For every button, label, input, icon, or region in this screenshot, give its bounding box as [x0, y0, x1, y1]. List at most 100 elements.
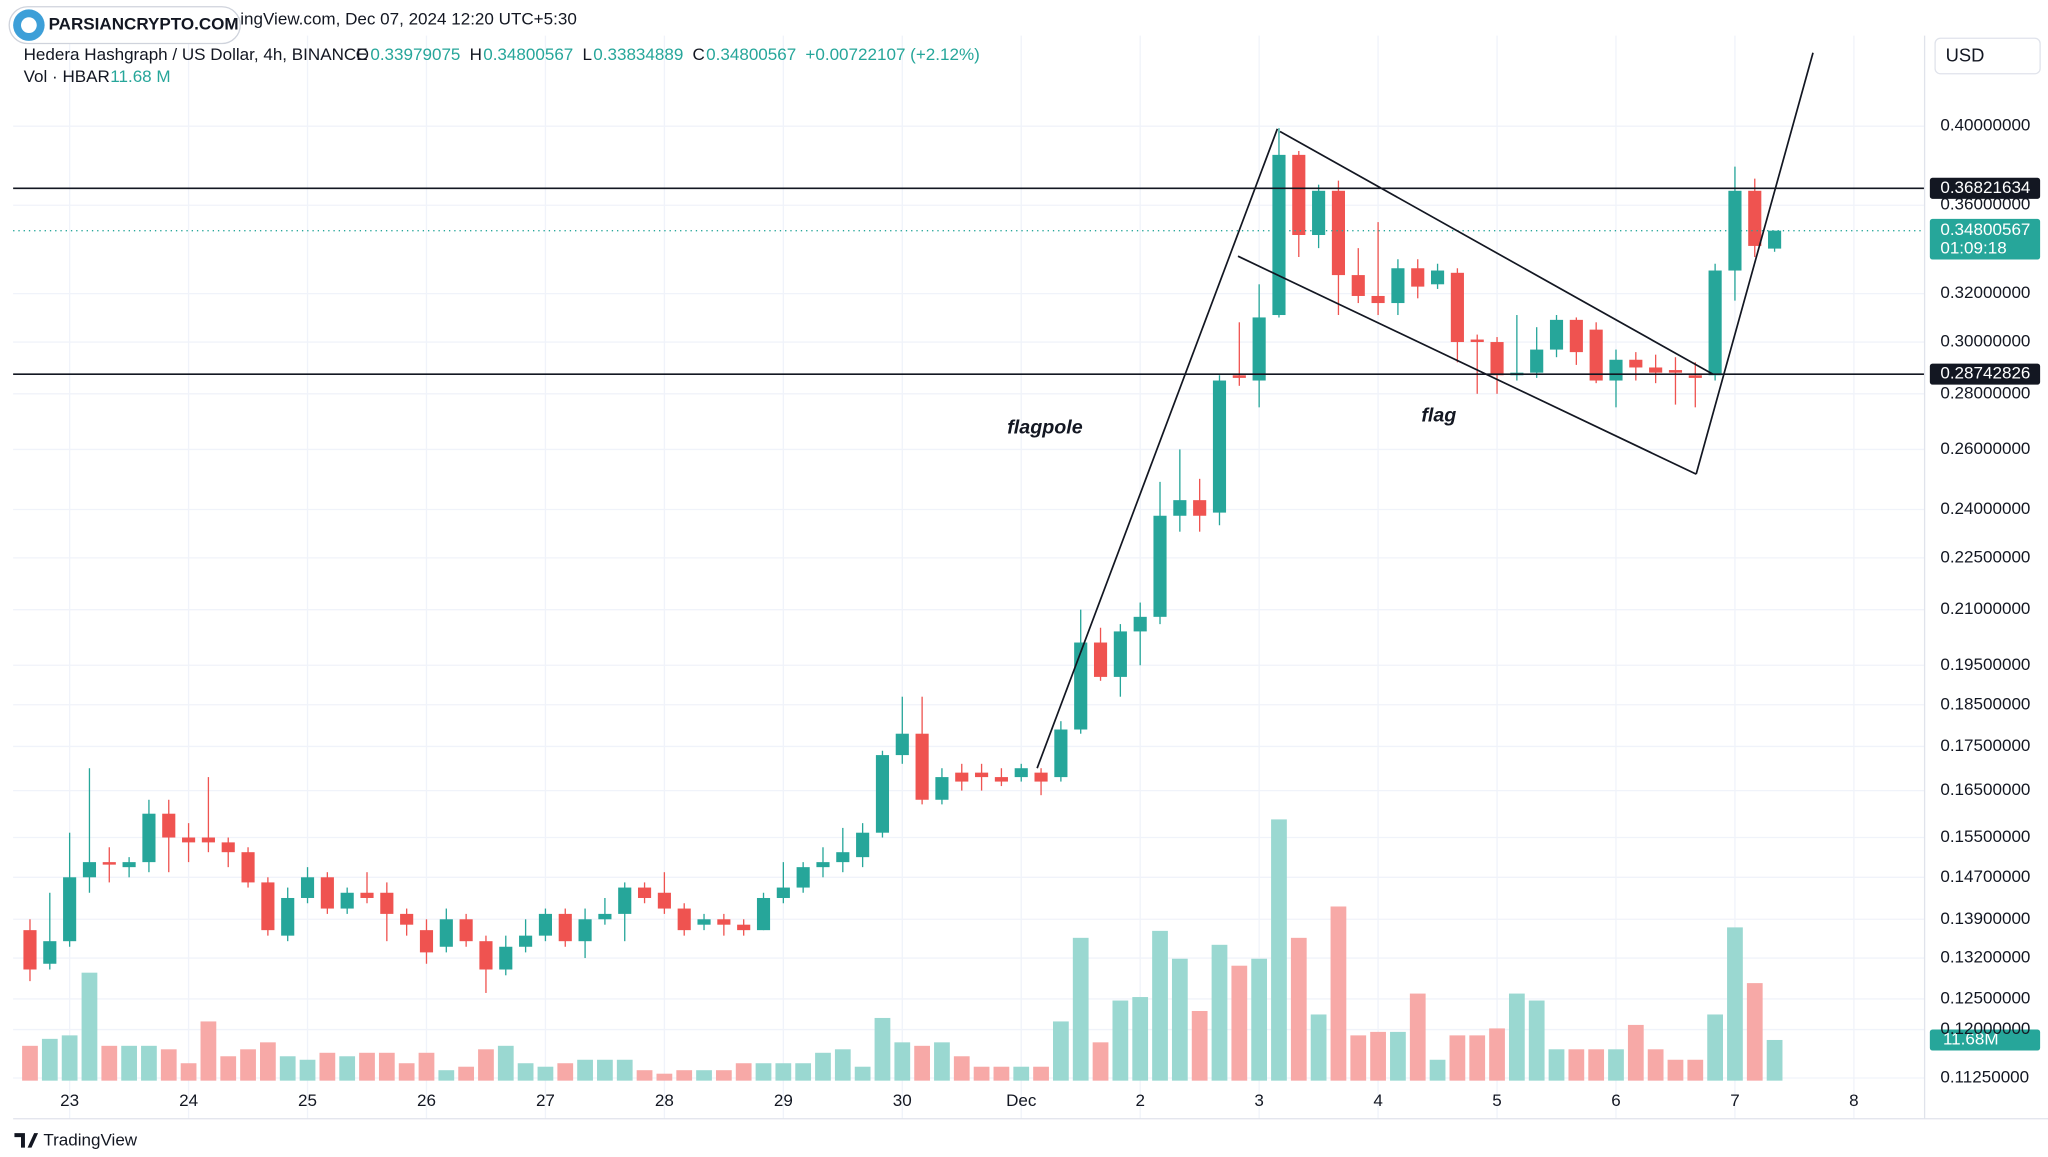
volume-bar [1588, 1049, 1605, 1081]
candle-body [1411, 268, 1425, 287]
volume-bar [41, 1038, 58, 1081]
candle-body [1292, 154, 1306, 236]
candle-layer [23, 128, 1782, 993]
candle-body [419, 930, 434, 953]
candle-body [717, 919, 731, 925]
x-tick-label: 29 [774, 1091, 793, 1110]
candle-body [1431, 270, 1445, 285]
volume-bar [458, 1066, 475, 1081]
candle-body [1113, 631, 1127, 677]
candle-body [1034, 772, 1048, 782]
volume-bar [319, 1052, 336, 1081]
x-tick-label: Dec [1006, 1091, 1037, 1110]
candle-body [737, 924, 751, 931]
volume-bar [1568, 1049, 1585, 1081]
ohlc-legend: O 0.33979075 H 0.34800567 L 0.33834889 C 0.3480… [356, 45, 980, 64]
volume-bar [1152, 930, 1168, 1081]
y-tick-label: 0.19500000 [1940, 655, 2030, 674]
candle-body [1153, 515, 1167, 617]
volume-bar [101, 1045, 118, 1081]
candle-body [875, 755, 890, 833]
y-tick-label: 0.28000000 [1940, 383, 2030, 402]
x-tick-label: 3 [1254, 1091, 1263, 1110]
watermark-icon [21, 17, 37, 34]
volume-bar [1667, 1059, 1684, 1081]
y-tick-label: 0.13900000 [1940, 909, 2030, 928]
volume-bar [240, 1049, 256, 1081]
change: +0.00722107 (+2.12%) [805, 45, 979, 64]
y-tick-label: 0.21000000 [1940, 599, 2030, 618]
volume-bar [1330, 906, 1347, 1081]
candle-body [102, 862, 116, 865]
volume-bar [656, 1073, 673, 1081]
volume-bar [894, 1042, 911, 1081]
candle-body [796, 867, 810, 888]
candle-body [439, 919, 453, 947]
volume-bar [398, 1063, 415, 1081]
volume-value: 11.68 M [110, 67, 170, 86]
candle-body [1212, 380, 1227, 513]
price-tag [1929, 218, 2041, 260]
candle-body [320, 877, 334, 909]
candle-body [558, 913, 572, 942]
volume-title: Vol · HBAR [24, 67, 110, 86]
level-tag-label: 0.28742826 [1940, 364, 2030, 383]
volume-bar [1469, 1035, 1486, 1081]
y-tick-label: 0.12500000 [1940, 988, 2030, 1007]
candle-body [935, 777, 949, 800]
candle-body [994, 777, 1008, 782]
volume-bar [696, 1070, 712, 1081]
volume-bar [418, 1052, 435, 1081]
candle-body [1490, 342, 1504, 376]
candle-body [697, 919, 711, 925]
x-tick-label: 23 [60, 1091, 79, 1110]
volume-bar [735, 1063, 752, 1081]
volume-bar [1132, 997, 1149, 1081]
volume-bar [260, 1042, 276, 1081]
candle-body [1688, 375, 1702, 378]
candle-body [400, 913, 414, 925]
volume-bar [854, 1066, 871, 1081]
volume-bar [1489, 1028, 1505, 1081]
volume-bar [557, 1063, 574, 1081]
x-tick-label: 30 [893, 1091, 912, 1110]
volume-bar [597, 1059, 613, 1081]
volume-bar [1647, 1049, 1664, 1081]
volume-layer [22, 819, 1783, 1081]
candle-body [182, 837, 196, 843]
candle-body [340, 892, 354, 909]
volume-bar [220, 1056, 237, 1081]
candle-body [1054, 729, 1068, 778]
x-tick-label: 26 [417, 1091, 436, 1110]
x-tick-label: 25 [298, 1091, 317, 1110]
candle-body [816, 862, 830, 868]
volume-bar [1707, 1014, 1723, 1081]
volume-bar [1251, 958, 1268, 1081]
candle-body [1530, 349, 1544, 373]
price-tag-label: 0.34800567 [1940, 220, 2030, 239]
candle-body [1589, 329, 1603, 381]
candle-body [519, 935, 533, 947]
volume-bar [676, 1070, 693, 1081]
candle-body [955, 772, 969, 782]
symbol: Hedera Hashgraph / US Dollar, 4h, BINANC… [24, 45, 368, 64]
volume-bar [279, 1056, 296, 1081]
candle-body [261, 882, 275, 931]
y-tick-label: 0.13200000 [1940, 948, 2030, 967]
x-tick-label: 27 [536, 1091, 555, 1110]
volume-bar [61, 1035, 78, 1081]
volume-bar [1171, 958, 1188, 1081]
candle-body [1133, 616, 1147, 632]
candle-body [499, 946, 513, 970]
candle-body [1668, 370, 1683, 373]
ohlc-letter: L [582, 45, 591, 64]
candle-body [975, 772, 989, 778]
volume-tag [1929, 1029, 2041, 1051]
volume-bar [537, 1066, 554, 1081]
candle-body [360, 892, 374, 898]
volume-bar [141, 1045, 157, 1081]
volume-bar [1528, 1000, 1545, 1081]
